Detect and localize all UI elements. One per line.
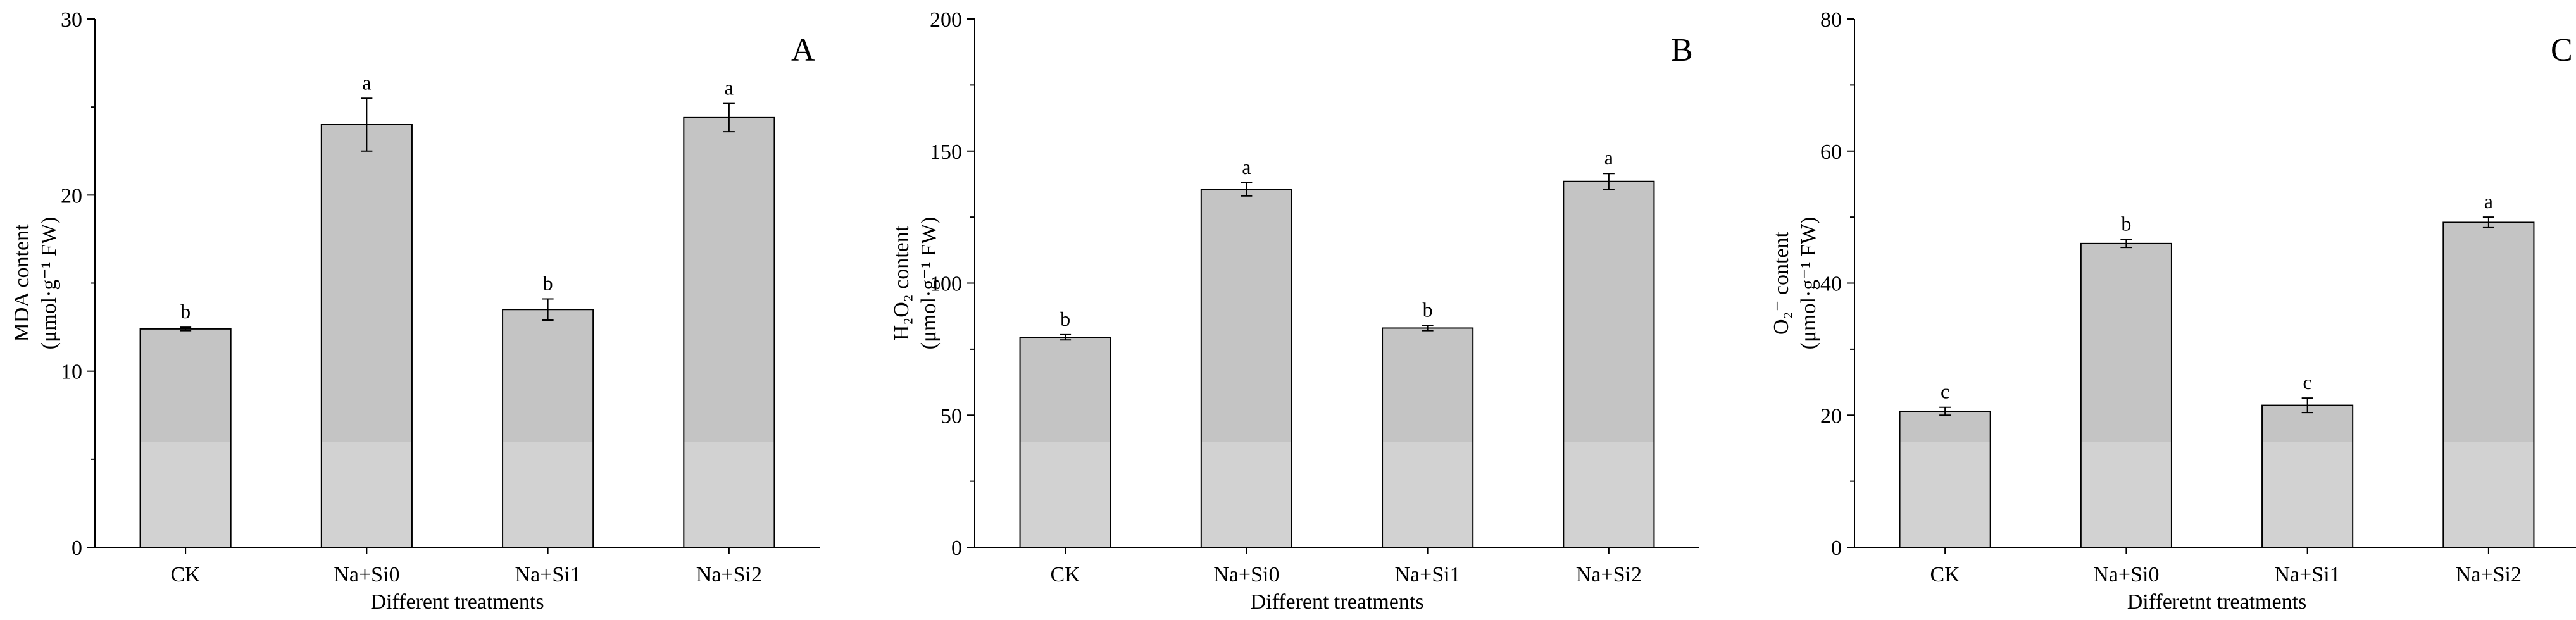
x-tick-label: CK <box>1051 563 1081 586</box>
y-tick-label: 0 <box>72 536 82 560</box>
chart-panel-b: B H₂O₂ content (μmol·g⁻¹ FW) Different t… <box>890 8 1699 614</box>
bar-base-shade <box>503 442 594 547</box>
significance-label: b <box>1060 307 1070 330</box>
significance-label: a <box>725 77 734 99</box>
y-tick-label: 40 <box>1820 273 1842 296</box>
y-tick-label: 0 <box>1831 536 1842 560</box>
x-tick-label: Na+Si2 <box>696 563 762 586</box>
significance-label: b <box>2121 213 2131 235</box>
bar-base-shade <box>1201 442 1292 547</box>
x-tick-label: Na+Si1 <box>515 563 581 586</box>
x-axis-title: Different treatments <box>370 590 544 614</box>
x-tick-label: Na+Si0 <box>1213 563 1279 586</box>
chart-panel-c: C O₂⁻ content (μmol·g⁻¹ FW) Differetnt t… <box>1770 8 2576 614</box>
bar-base-shade <box>1563 442 1654 547</box>
x-tick-label: Na+Si1 <box>1395 563 1461 586</box>
bar-base-shade <box>2080 442 2172 547</box>
significance-label: b <box>180 300 191 323</box>
significance-label: c <box>1941 380 1949 403</box>
x-tick-label: Na+Si0 <box>334 563 399 586</box>
y-tick-label: 80 <box>1820 8 1842 32</box>
bar-base-shade <box>1899 442 1991 547</box>
y-axis-title-line1: MDA content <box>10 224 34 342</box>
bar-base-shade <box>140 442 231 547</box>
y-axis-title-line1: H₂O₂ content <box>890 225 913 340</box>
significance-label: a <box>2484 190 2493 213</box>
x-tick-label: CK <box>171 563 201 586</box>
y-tick-label: 30 <box>61 8 82 32</box>
x-axis-title: Differetnt treatments <box>2127 590 2307 614</box>
y-axis-title-line2: (μmol·g⁻¹ FW) <box>1797 217 1820 350</box>
significance-label: c <box>2303 371 2312 394</box>
x-tick-label: Na+Si0 <box>2093 563 2159 586</box>
bar-base-shade <box>684 442 775 547</box>
significance-label: a <box>1242 156 1251 178</box>
x-tick-label: Na+Si2 <box>2456 563 2522 586</box>
bar-base-shade <box>321 442 412 547</box>
bar-base-shade <box>2443 442 2534 547</box>
panel-letter: B <box>1671 32 1693 68</box>
y-tick-label: 0 <box>951 536 962 560</box>
x-axis-title: Different treatments <box>1250 590 1423 614</box>
bar-base-shade <box>2262 442 2353 547</box>
y-tick-label: 200 <box>930 8 962 32</box>
x-tick-label: Na+Si2 <box>1576 563 1642 586</box>
significance-label: b <box>543 272 553 295</box>
y-tick-label: 20 <box>61 184 82 208</box>
significance-label: a <box>1604 146 1613 169</box>
chart-panel-a: A MDA content (μmol·g⁻¹ FW) Different tr… <box>10 8 820 614</box>
y-tick-label: 150 <box>930 140 962 164</box>
bar-base-shade <box>1020 442 1111 547</box>
significance-label: b <box>1423 298 1433 321</box>
y-tick-label: 10 <box>61 361 82 384</box>
y-tick-label: 60 <box>1820 140 1842 164</box>
bar-base-shade <box>1382 442 1473 547</box>
y-axis-title-line1: O₂⁻ content <box>1770 231 1793 334</box>
x-tick-label: Na+Si1 <box>2275 563 2341 586</box>
significance-label: a <box>362 71 371 94</box>
x-tick-label: CK <box>1930 563 1961 586</box>
panel-letter: A <box>791 32 815 68</box>
panel-letter: C <box>2551 32 2573 68</box>
y-tick-label: 20 <box>1820 404 1842 428</box>
y-tick-label: 50 <box>941 404 962 428</box>
y-axis-title-line2: (μmol·g⁻¹ FW) <box>917 217 941 350</box>
y-tick-label: 100 <box>930 273 962 296</box>
y-axis-title-line2: (μmol·g⁻¹ FW) <box>37 217 61 350</box>
